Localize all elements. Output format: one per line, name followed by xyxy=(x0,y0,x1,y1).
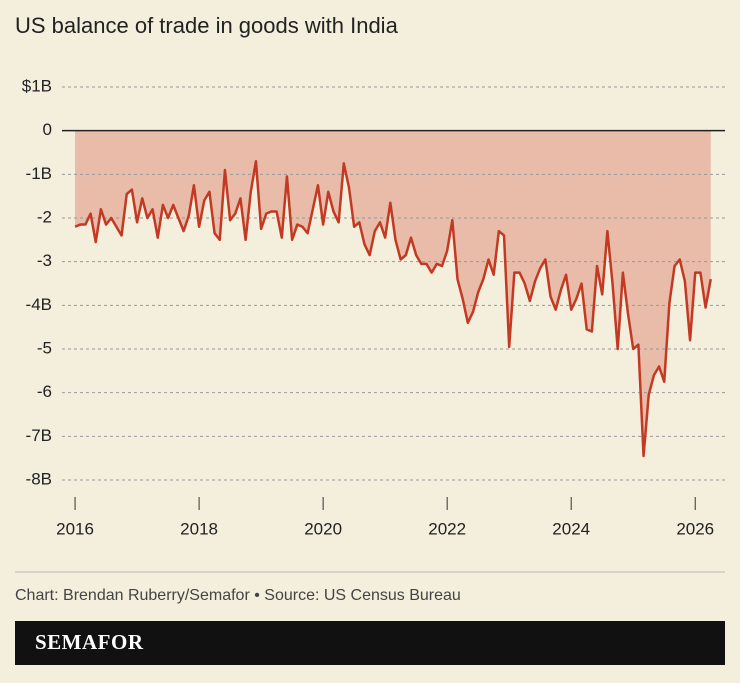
y-tick-label: -3 xyxy=(37,251,52,270)
x-tick-label: 2016 xyxy=(56,519,94,538)
y-tick-label: -4B xyxy=(26,295,52,314)
x-tick-label: 2022 xyxy=(428,519,466,538)
brand-logo: SEMAFOR xyxy=(35,630,144,654)
chart-title: US balance of trade in goods with India xyxy=(15,13,399,38)
y-tick-label: -1B xyxy=(26,164,52,183)
y-tick-label: -5 xyxy=(37,338,52,357)
x-tick-label: 2020 xyxy=(304,519,342,538)
y-tick-label: -2 xyxy=(37,207,52,226)
brand-bar xyxy=(15,621,725,665)
y-tick-label: -7B xyxy=(26,426,52,445)
y-tick-label: 0 xyxy=(43,120,52,139)
y-tick-label: -6 xyxy=(37,382,52,401)
area xyxy=(75,130,711,456)
source-note: Chart: Brendan Ruberry/Semafor • Source:… xyxy=(15,587,461,604)
line xyxy=(74,159,712,458)
x-tick-label: 2026 xyxy=(676,519,714,538)
x-tick-label: 2024 xyxy=(552,519,590,538)
y-tick-label: $1B xyxy=(22,76,52,95)
y-tick-label: -8B xyxy=(26,469,52,488)
x-tick-label: 2018 xyxy=(180,519,218,538)
plot: $1B 0 -1B -2 -3 -4B -5 -6 -7B -8B 2016 2018 2020 2022… xyxy=(22,76,725,538)
